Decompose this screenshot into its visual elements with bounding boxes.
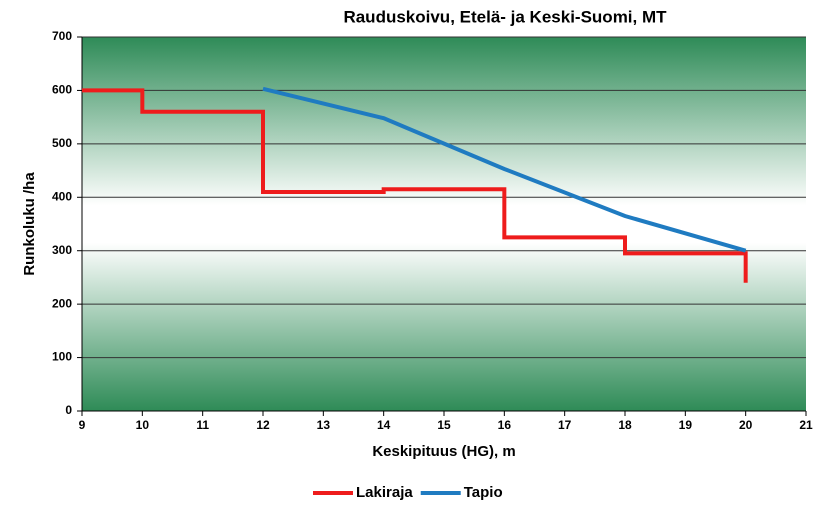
- y-axis-label: Runkoluku /ha: [21, 172, 38, 276]
- y-tick-label: 400: [52, 189, 72, 203]
- plot-area: [82, 37, 806, 411]
- x-tick-label: 12: [256, 418, 270, 432]
- x-tick-label: 11: [196, 418, 209, 432]
- y-tick-label: 300: [52, 243, 72, 257]
- x-tick-label: 9: [79, 418, 86, 432]
- y-tick-label: 100: [52, 350, 72, 364]
- x-tick-label: 14: [377, 418, 391, 432]
- x-tick-label: 20: [739, 418, 753, 432]
- y-tick-label: 600: [52, 83, 72, 97]
- series-line: [262, 86, 747, 253]
- x-tick-label: 10: [136, 418, 150, 432]
- x-tick-label: 13: [317, 418, 331, 432]
- x-tick-label: 18: [618, 418, 632, 432]
- x-tick-label: 15: [437, 418, 451, 432]
- y-tick-label: 0: [65, 403, 72, 417]
- chart-title: Rauduskoivu, Etelä- ja Keski-Suomi, MT: [343, 7, 667, 26]
- legend-label: Tapio: [464, 484, 503, 501]
- y-tick-label: 500: [52, 136, 72, 150]
- legend-label: Lakiraja: [356, 484, 413, 501]
- x-tick-label: 17: [558, 418, 572, 432]
- y-tick-label: 200: [52, 296, 72, 310]
- x-axis-label: Keskipituus (HG), m: [372, 443, 515, 460]
- series-line: [82, 88, 748, 283]
- x-tick-label: 19: [679, 418, 693, 432]
- x-tick-label: 21: [799, 418, 813, 432]
- x-tick-label: 16: [498, 418, 512, 432]
- y-tick-label: 700: [52, 29, 72, 43]
